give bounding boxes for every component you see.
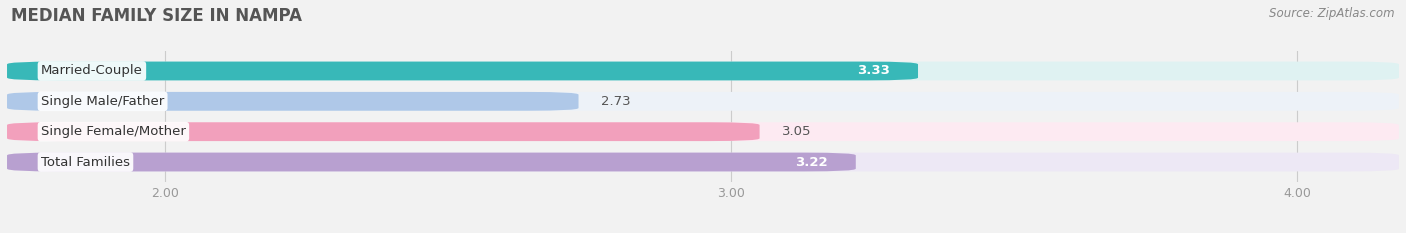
FancyBboxPatch shape [7, 92, 1399, 111]
Text: Total Families: Total Families [41, 155, 129, 168]
FancyBboxPatch shape [7, 153, 856, 171]
Text: 3.05: 3.05 [782, 125, 811, 138]
Text: 2.73: 2.73 [602, 95, 631, 108]
FancyBboxPatch shape [7, 122, 1399, 141]
Text: Source: ZipAtlas.com: Source: ZipAtlas.com [1270, 7, 1395, 20]
Text: 3.33: 3.33 [856, 65, 890, 78]
Text: Married-Couple: Married-Couple [41, 65, 143, 78]
Text: 3.22: 3.22 [794, 155, 828, 168]
FancyBboxPatch shape [7, 62, 1399, 80]
Text: MEDIAN FAMILY SIZE IN NAMPA: MEDIAN FAMILY SIZE IN NAMPA [11, 7, 302, 25]
Text: Single Male/Father: Single Male/Father [41, 95, 165, 108]
FancyBboxPatch shape [7, 92, 578, 111]
Text: Single Female/Mother: Single Female/Mother [41, 125, 186, 138]
FancyBboxPatch shape [7, 62, 918, 80]
FancyBboxPatch shape [7, 122, 759, 141]
FancyBboxPatch shape [7, 153, 1399, 171]
